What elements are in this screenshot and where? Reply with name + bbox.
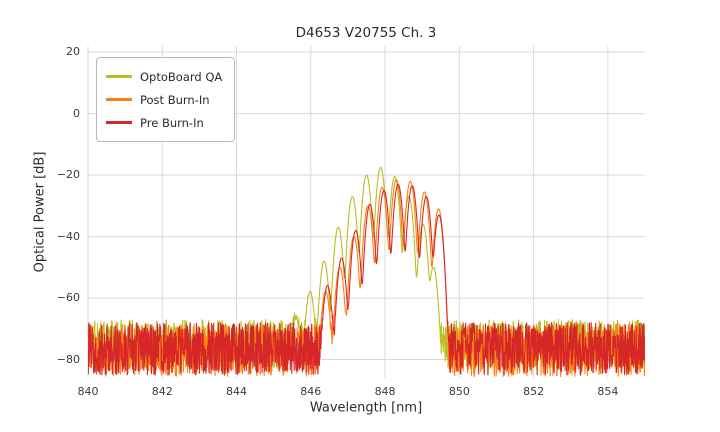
legend-item: Pre Burn-In (106, 111, 222, 134)
x-tick-label: 842 (151, 385, 173, 398)
x-axis-label: Wavelength [nm] (309, 400, 423, 416)
y-tick-label: 20 (66, 45, 80, 59)
legend-item: Post Burn-In (106, 88, 222, 111)
legend-line-swatch (106, 121, 132, 124)
x-tick-label: 852 (523, 385, 545, 398)
x-tick-label: 854 (597, 385, 619, 398)
x-tick-label: 848 (374, 385, 396, 398)
x-tick-label: 846 (300, 385, 322, 398)
legend-label: Post Burn-In (140, 92, 210, 107)
legend-line-swatch (106, 98, 132, 101)
x-tick-label: 850 (448, 385, 470, 398)
y-tick-label: 0 (73, 106, 80, 120)
legend-item: OptoBoard QA (106, 65, 222, 88)
y-tick-label: −60 (56, 291, 80, 305)
legend: OptoBoard QA Post Burn-In Pre Burn-In (96, 57, 236, 142)
legend-label: OptoBoard QA (140, 69, 223, 84)
y-tick-label: −20 (56, 168, 80, 182)
legend-label: Pre Burn-In (140, 115, 204, 130)
y-tick-label: −40 (56, 229, 80, 243)
y-tick-label: −80 (56, 352, 80, 366)
x-tick-label: 844 (226, 385, 248, 398)
x-tick-label: 840 (77, 385, 99, 398)
legend-line-swatch (106, 75, 132, 78)
chart-title: D4653 V20755 Ch. 3 (295, 25, 437, 41)
